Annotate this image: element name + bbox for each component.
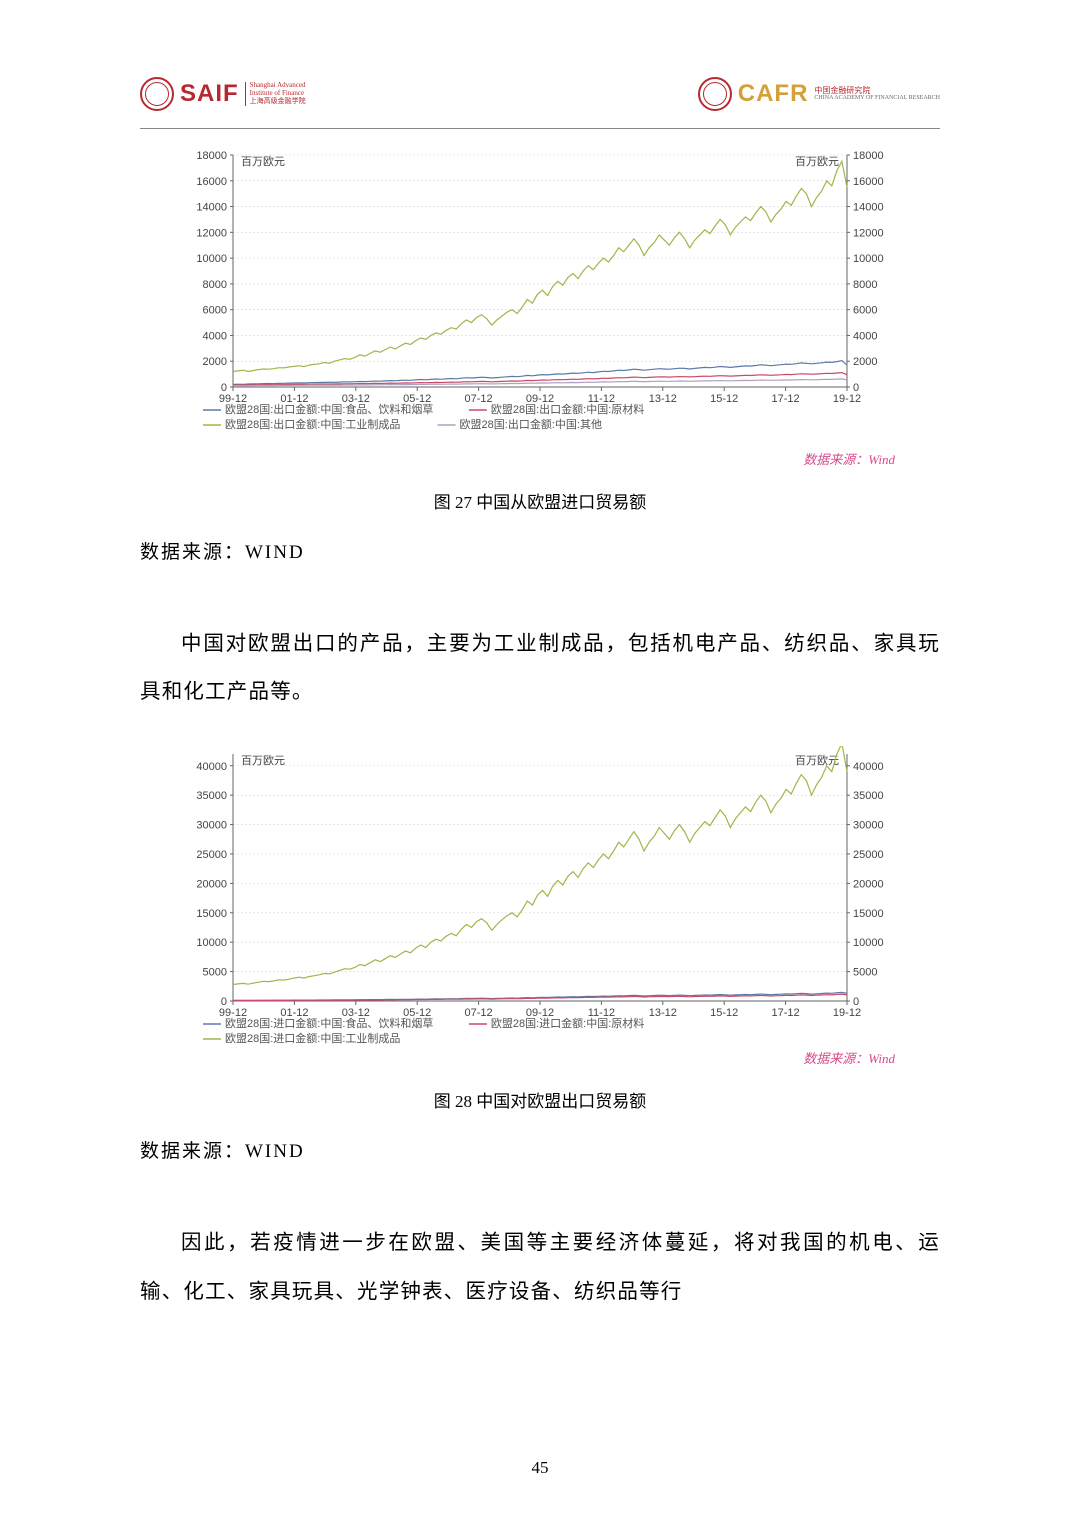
- svg-text:25000: 25000: [196, 849, 227, 861]
- cafr-logo: CAFR 中国金融研究院 CHINA ACADEMY OF FINANCIAL …: [698, 77, 940, 111]
- svg-text:百万欧元: 百万欧元: [241, 754, 285, 767]
- svg-text:5000: 5000: [853, 967, 877, 979]
- seal-icon: [698, 77, 732, 111]
- svg-text:6000: 6000: [853, 305, 877, 317]
- svg-text:15000: 15000: [853, 908, 884, 920]
- svg-text:18000: 18000: [196, 150, 227, 162]
- svg-text:13-12: 13-12: [649, 1007, 677, 1019]
- svg-text:欧盟28国:出口金额:中国:工业制成品: 欧盟28国:出口金额:中国:工业制成品: [225, 417, 400, 431]
- cafr-logo-sub: 中国金融研究院 CHINA ACADEMY OF FINANCIAL RESEA…: [814, 86, 940, 103]
- header-rule: [140, 128, 940, 129]
- chart-27-data-source: 数据来源：WIND: [140, 537, 940, 564]
- svg-text:4000: 4000: [853, 330, 877, 342]
- chart-27: 0020002000400040006000600080008000100001…: [175, 147, 905, 447]
- svg-text:40000: 40000: [196, 761, 227, 773]
- svg-text:10000: 10000: [853, 253, 884, 265]
- svg-text:14000: 14000: [196, 202, 227, 214]
- svg-text:欧盟28国:进口金额:中国:工业制成品: 欧盟28国:进口金额:中国:工业制成品: [225, 1031, 400, 1045]
- svg-text:35000: 35000: [853, 791, 884, 803]
- svg-text:12000: 12000: [196, 227, 227, 239]
- svg-text:40000: 40000: [853, 761, 884, 773]
- svg-text:5000: 5000: [203, 967, 227, 979]
- svg-text:18000: 18000: [853, 150, 884, 162]
- chart-28-caption: 图 28 中国对欧盟出口贸易额: [175, 1087, 905, 1112]
- body-paragraph-1: 中国对欧盟出口的产品，主要为工业制成品，包括机电产品、纺织品、家具玩具和化工产品…: [140, 620, 940, 716]
- chart-28: 0050005000100001000015000150002000020000…: [175, 746, 905, 1046]
- svg-text:30000: 30000: [196, 820, 227, 832]
- svg-text:19-12: 19-12: [833, 393, 861, 405]
- svg-text:2000: 2000: [853, 356, 877, 368]
- svg-text:13-12: 13-12: [649, 393, 677, 405]
- saif-logo-sub: Shanghai Advanced Institute of Finance 上…: [245, 82, 306, 105]
- saif-logo: SAIF Shanghai Advanced Institute of Fina…: [140, 77, 306, 111]
- page-header: SAIF Shanghai Advanced Institute of Fina…: [140, 70, 940, 118]
- svg-text:19-12: 19-12: [833, 1007, 861, 1019]
- svg-text:07-12: 07-12: [465, 393, 493, 405]
- svg-text:欧盟28国:进口金额:中国:食品、饮料和烟草: 欧盟28国:进口金额:中国:食品、饮料和烟草: [225, 1016, 433, 1030]
- svg-text:2000: 2000: [203, 356, 227, 368]
- cafr-logo-text: CAFR: [738, 80, 809, 108]
- svg-text:07-12: 07-12: [465, 1007, 493, 1019]
- chart-28-data-source: 数据来源：WIND: [140, 1136, 940, 1163]
- seal-icon: [140, 77, 174, 111]
- svg-text:17-12: 17-12: [772, 393, 800, 405]
- svg-text:35000: 35000: [196, 791, 227, 803]
- chart-27-source: 数据来源：Wind: [175, 449, 905, 468]
- svg-text:10000: 10000: [196, 253, 227, 265]
- svg-text:8000: 8000: [203, 279, 227, 291]
- svg-text:25000: 25000: [853, 849, 884, 861]
- svg-text:欧盟28国:出口金额:中国:食品、饮料和烟草: 欧盟28国:出口金额:中国:食品、饮料和烟草: [225, 402, 433, 416]
- svg-text:20000: 20000: [196, 879, 227, 891]
- svg-text:百万欧元: 百万欧元: [795, 155, 839, 168]
- svg-text:16000: 16000: [196, 176, 227, 188]
- chart-28-source: 数据来源：Wind: [175, 1048, 905, 1067]
- svg-text:30000: 30000: [853, 820, 884, 832]
- svg-text:百万欧元: 百万欧元: [795, 754, 839, 767]
- body-paragraph-2: 因此，若疫情进一步在欧盟、美国等主要经济体蔓延，将对我国的机电、运输、化工、家具…: [140, 1219, 940, 1315]
- svg-text:10000: 10000: [853, 938, 884, 950]
- svg-text:欧盟28国:出口金额:中国:原材料: 欧盟28国:出口金额:中国:原材料: [491, 402, 644, 416]
- svg-text:6000: 6000: [203, 305, 227, 317]
- svg-text:16000: 16000: [853, 176, 884, 188]
- svg-text:4000: 4000: [203, 330, 227, 342]
- svg-text:14000: 14000: [853, 202, 884, 214]
- saif-logo-text: SAIF: [180, 80, 239, 108]
- svg-text:12000: 12000: [853, 227, 884, 239]
- chart-27-caption: 图 27 中国从欧盟进口贸易额: [175, 488, 905, 513]
- chart-27-container: 0020002000400040006000600080008000100001…: [175, 147, 905, 513]
- svg-text:17-12: 17-12: [772, 1007, 800, 1019]
- svg-text:10000: 10000: [196, 938, 227, 950]
- svg-text:百万欧元: 百万欧元: [241, 155, 285, 168]
- svg-text:15-12: 15-12: [710, 393, 738, 405]
- page-number: 45: [0, 1458, 1080, 1478]
- svg-text:欧盟28国:出口金额:中国:其他: 欧盟28国:出口金额:中国:其他: [460, 417, 602, 431]
- svg-text:8000: 8000: [853, 279, 877, 291]
- chart-28-container: 0050005000100001000015000150002000020000…: [175, 746, 905, 1112]
- svg-text:15000: 15000: [196, 908, 227, 920]
- svg-text:20000: 20000: [853, 879, 884, 891]
- svg-text:欧盟28国:进口金额:中国:原材料: 欧盟28国:进口金额:中国:原材料: [491, 1016, 644, 1030]
- svg-text:15-12: 15-12: [710, 1007, 738, 1019]
